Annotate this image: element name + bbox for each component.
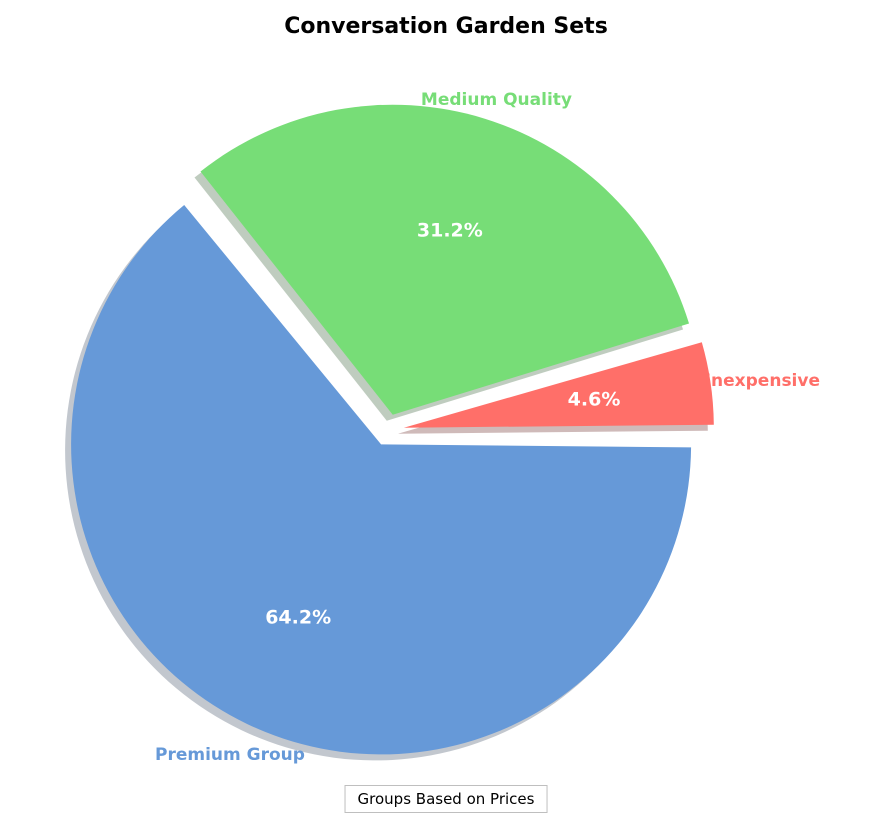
pie-pct-label: 4.6% bbox=[568, 389, 621, 411]
pie-slice-label: Premium Group bbox=[155, 745, 305, 765]
pie-pct-label: 31.2% bbox=[417, 220, 483, 242]
pie-svg: 4.6% 31.2% 64.2% Inexpensive Medium Quality P… bbox=[0, 0, 892, 827]
pie-chart-container: Conversation Garden Sets 4.6%31.2%64.2%I… bbox=[0, 0, 892, 827]
legend-title: Groups Based on Prices bbox=[358, 790, 535, 808]
pie-slice-label: Inexpensive bbox=[705, 371, 820, 391]
legend-box: Groups Based on Prices bbox=[345, 785, 548, 813]
pie-pct-label: 64.2% bbox=[265, 606, 331, 628]
pie-slice-label: Medium Quality bbox=[421, 90, 572, 110]
